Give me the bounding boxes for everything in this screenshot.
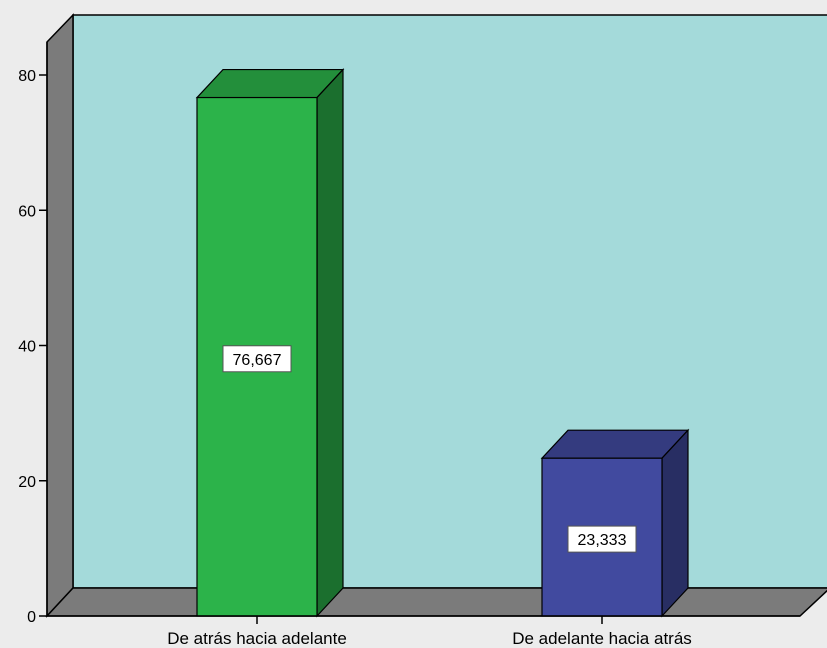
data-label: 76,667 (233, 352, 282, 369)
plot-side-wall (46, 13, 74, 618)
bars: 76,667 23,333 (195, 68, 690, 618)
y-tick-label: 60 (18, 203, 36, 220)
x-tick-label: De atrás hacia adelante (167, 629, 347, 648)
bar: 76,667 (195, 68, 345, 618)
y-tick-label: 40 (18, 339, 36, 356)
y-axis: 0 20 40 60 80 (18, 42, 48, 626)
y-tick-label: 20 (18, 474, 36, 491)
x-axis: De atrás hacia adelante De adelante hacia… (47, 615, 800, 648)
y-tick-label: 0 (27, 609, 36, 626)
data-label: 23,333 (578, 532, 627, 549)
bar: 23,333 (540, 428, 690, 618)
x-tick-label: De adelante hacia atrás (512, 629, 692, 648)
plot-floor (45, 587, 827, 617)
y-tick-label: 80 (18, 68, 36, 85)
data-label-box (222, 345, 292, 373)
bar-side-face (661, 428, 689, 618)
plot-back-wall (72, 14, 827, 589)
bar-side-face (316, 68, 344, 618)
data-label-box (567, 525, 637, 553)
